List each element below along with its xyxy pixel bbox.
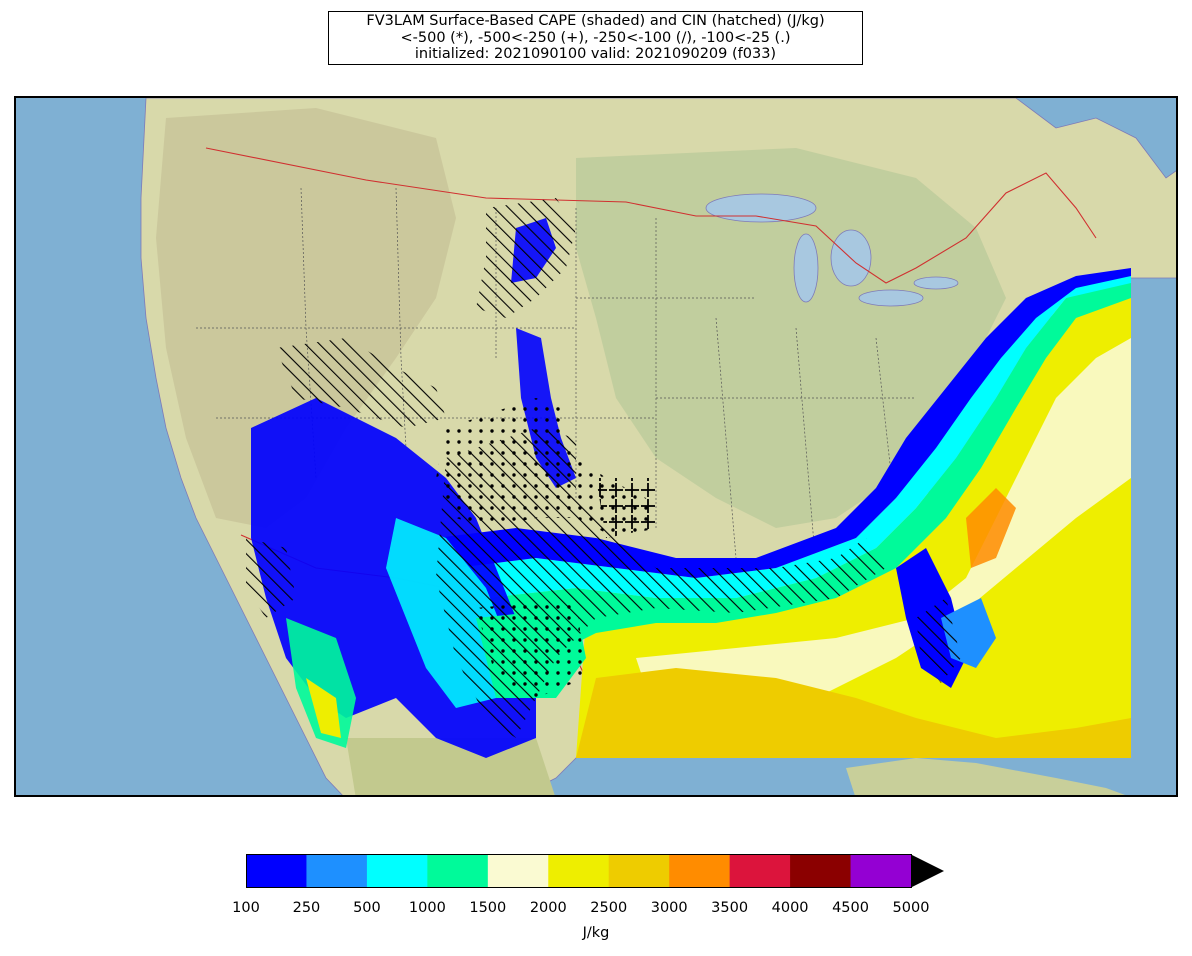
colorbar-segment	[669, 854, 731, 888]
colorbar-segment	[427, 854, 489, 888]
cin-slash-florida	[916, 598, 961, 683]
colorbar-segment	[729, 854, 791, 888]
map-title: FV3LAM Surface-Based CAPE (shaded) and C…	[328, 11, 863, 65]
colorbar-segment	[306, 854, 368, 888]
colorbar-tick-label: 2000	[529, 900, 567, 916]
title-line-1: FV3LAM Surface-Based CAPE (shaded) and C…	[366, 13, 825, 29]
colorbar-tick-label: 4500	[832, 900, 869, 916]
colorbar-segment	[548, 854, 610, 888]
map-panel	[14, 96, 1178, 797]
colorbar-segment	[608, 854, 670, 888]
colorbar-tick-label: 4000	[771, 900, 809, 916]
colorbar-tick-label: 1500	[469, 900, 507, 916]
colorbar-tick-label: 250	[292, 900, 321, 916]
colorbar-outline	[246, 854, 912, 888]
us-canada-border	[205, 147, 1097, 284]
colorbar-tick-label: 5000	[892, 900, 930, 916]
colorbar-segment	[246, 854, 307, 888]
colorbar-segment	[366, 854, 428, 888]
colorbar-extend-arrow	[911, 854, 944, 888]
colorbar-tick-label: 500	[353, 900, 381, 916]
land-mexico	[346, 738, 555, 795]
colorbar-segment	[790, 854, 852, 888]
cape-map	[16, 98, 1176, 795]
title-line-2: <-500 (*), -500<-250 (+), -250<-100 (/),…	[400, 29, 791, 46]
colorbar-tick-label: 3000	[650, 900, 688, 916]
colorbar-segment	[850, 854, 912, 888]
colorbar-tick-label: 2500	[590, 900, 628, 916]
colorbar-unit-label: J/kg	[582, 925, 610, 941]
cape-baja-yellow	[306, 678, 341, 738]
land-rockies	[156, 108, 456, 528]
cin-slash-north	[476, 198, 576, 318]
great-lakes	[705, 193, 959, 307]
cape-gulf-gold	[576, 668, 1131, 758]
colorbar-tick-label: 100	[232, 900, 260, 916]
cape-baja-green	[286, 618, 356, 748]
colorbar-tick-label: 3500	[711, 900, 749, 916]
land-cuba	[846, 758, 1126, 795]
cin-dots-gulf	[476, 598, 586, 698]
colorbar	[246, 854, 946, 888]
title-line-3: initialized: 2021090100 valid: 202109020…	[414, 46, 777, 62]
cin-slash-west	[276, 338, 446, 428]
cin-slash-southwest	[246, 538, 296, 618]
colorbar-segment	[487, 854, 549, 888]
colorbar-graphic	[246, 854, 944, 888]
cape-atlantic-orange	[966, 488, 1016, 568]
land-east-green	[576, 148, 1006, 528]
colorbar-tick-label: 1000	[408, 900, 446, 916]
cin-plus-texas	[596, 478, 656, 538]
